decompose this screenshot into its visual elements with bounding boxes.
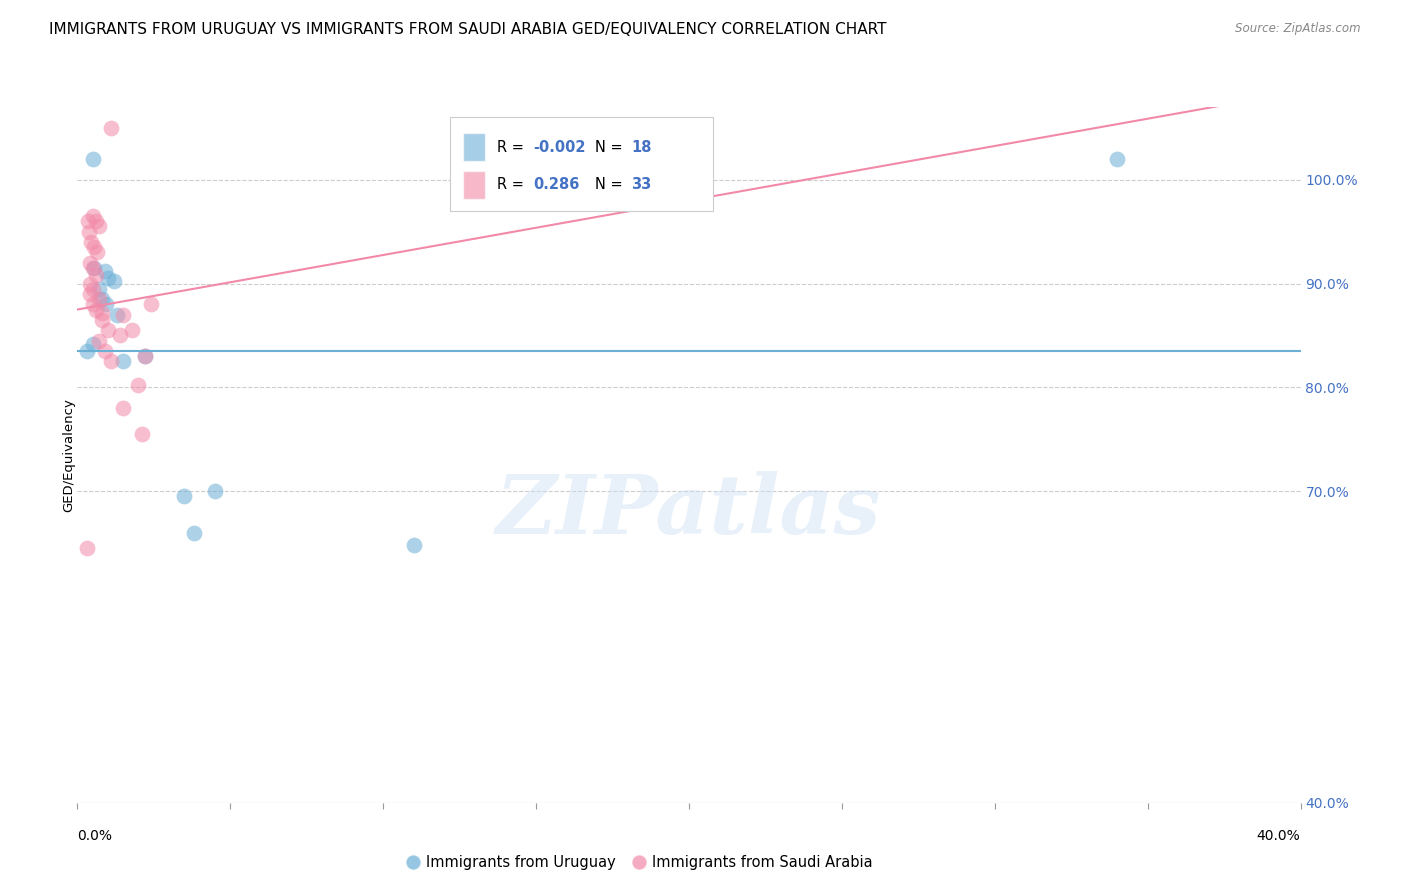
Point [1107, 152, 1129, 166]
Point [83, 240, 105, 254]
Point [108, 328, 131, 343]
Point [134, 349, 156, 363]
Point [77, 214, 100, 228]
Point [100, 120, 122, 135]
Text: 0.0%: 0.0% [77, 829, 112, 843]
Point [121, 323, 143, 337]
Point [80, 235, 103, 249]
Point [82, 336, 104, 351]
Point [183, 525, 205, 540]
Point [103, 275, 125, 289]
FancyBboxPatch shape [463, 171, 485, 199]
Y-axis label: GED/Equivalency: GED/Equivalency [62, 398, 76, 512]
Text: -0.002: -0.002 [534, 140, 586, 155]
Text: N =: N = [595, 140, 627, 155]
Text: 33: 33 [631, 178, 652, 193]
Point [105, 308, 128, 322]
Point [87, 282, 110, 296]
Point [87, 292, 110, 306]
Point [82, 152, 104, 166]
Text: R =: R = [496, 178, 533, 193]
Point [82, 297, 104, 311]
Point [84, 268, 107, 283]
Point [173, 490, 195, 504]
Point [97, 323, 120, 337]
Point [79, 256, 101, 270]
Text: 18: 18 [631, 140, 652, 155]
Point [100, 354, 122, 368]
FancyBboxPatch shape [450, 118, 713, 211]
Point [90, 313, 112, 327]
Point [112, 401, 135, 416]
Point [76, 344, 98, 359]
Point [87, 334, 110, 348]
Point [94, 344, 117, 359]
Point [112, 308, 135, 322]
Point [402, 538, 425, 552]
Point [82, 282, 104, 296]
Point [87, 219, 110, 234]
Point [82, 260, 104, 275]
Point [90, 292, 112, 306]
Point [139, 297, 162, 311]
Point [112, 354, 135, 368]
Text: 40.0%: 40.0% [1257, 829, 1301, 843]
Point [86, 245, 108, 260]
Text: N =: N = [595, 178, 627, 193]
Point [84, 214, 107, 228]
Text: IMMIGRANTS FROM URUGUAY VS IMMIGRANTS FROM SAUDI ARABIA GED/EQUIVALENCY CORRELAT: IMMIGRANTS FROM URUGUAY VS IMMIGRANTS FR… [49, 22, 887, 37]
Point [83, 260, 105, 275]
Legend: Immigrants from Uruguay, Immigrants from Saudi Arabia: Immigrants from Uruguay, Immigrants from… [401, 849, 879, 876]
Point [76, 541, 98, 556]
Point [128, 378, 150, 392]
Point [97, 271, 120, 285]
Point [94, 264, 117, 278]
Point [96, 297, 118, 311]
Text: R =: R = [496, 140, 529, 155]
Point [90, 306, 112, 320]
Point [134, 349, 156, 363]
Point [84, 302, 107, 317]
Point [79, 277, 101, 291]
Point [77, 225, 100, 239]
FancyBboxPatch shape [463, 134, 485, 161]
Text: 0.286: 0.286 [534, 178, 579, 193]
Text: ZIPatlas: ZIPatlas [496, 471, 882, 550]
Point [131, 427, 153, 442]
Point [82, 209, 104, 223]
Point [79, 287, 101, 301]
Point [204, 484, 226, 499]
Text: Source: ZipAtlas.com: Source: ZipAtlas.com [1236, 22, 1361, 36]
